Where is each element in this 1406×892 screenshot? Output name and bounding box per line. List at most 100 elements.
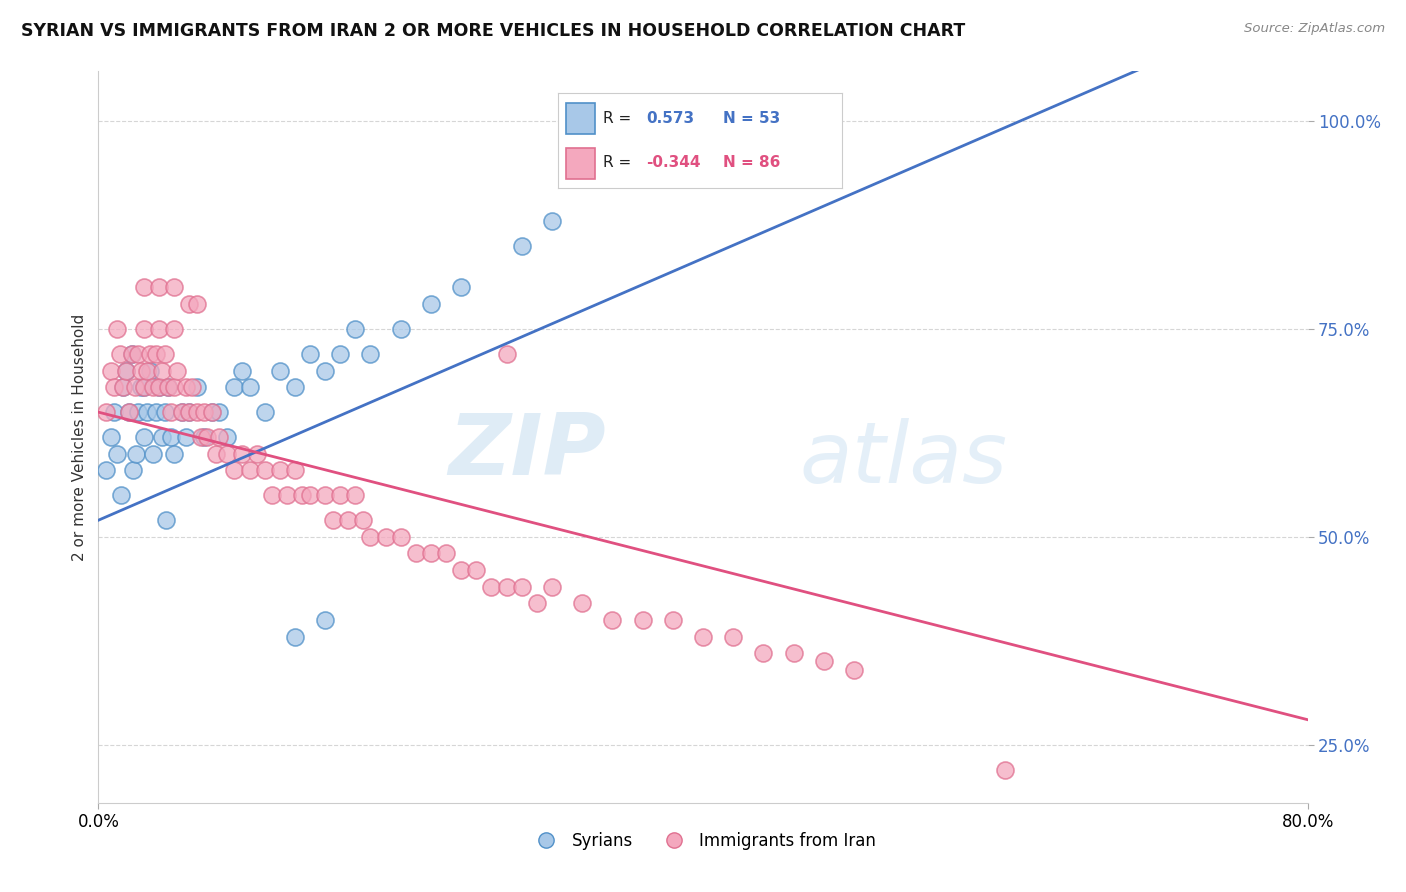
Point [193,430,215,444]
Point [389,530,412,544]
Point [103,405,125,419]
Point [139,363,162,377]
Point [269,363,291,377]
Point [100,363,122,377]
Point [148,280,170,294]
Point [174,430,197,444]
Point [121,347,143,361]
Point [201,405,224,419]
Point [132,380,155,394]
Point [262,488,284,502]
Point [135,363,157,377]
Point [844,663,866,677]
Point [145,347,167,361]
Point [284,463,307,477]
Point [179,405,201,419]
Point [114,363,136,377]
Point [122,463,145,477]
Point [186,380,208,394]
Point [127,405,149,419]
Point [631,613,654,627]
Point [193,405,215,419]
Point [94,405,117,419]
Legend: Syrians, Immigrants from Iran: Syrians, Immigrants from Iran [523,825,883,856]
Point [291,488,314,502]
Point [208,430,231,444]
Point [195,430,218,444]
Point [208,405,231,419]
Point [495,580,517,594]
Point [994,763,1017,777]
Point [174,380,197,394]
Point [344,322,367,336]
Point [540,580,562,594]
Point [205,447,228,461]
Point [139,347,162,361]
Point [314,613,336,627]
Point [661,613,683,627]
Point [148,380,170,394]
Point [360,347,382,361]
Point [132,322,155,336]
Point [253,405,276,419]
Point [118,405,141,419]
Point [329,347,352,361]
Point [186,405,208,419]
Point [752,646,775,660]
Point [231,363,253,377]
Point [389,322,412,336]
Point [314,363,336,377]
Point [284,630,307,644]
Point [239,463,262,477]
Point [269,463,291,477]
Point [239,380,262,394]
Point [314,488,336,502]
Point [170,405,193,419]
Point [813,655,835,669]
Point [156,380,179,394]
Point [114,363,136,377]
Text: ZIP: ZIP [449,410,606,493]
Point [181,380,204,394]
Point [179,297,201,311]
Point [153,405,176,419]
Point [111,380,134,394]
Point [231,447,253,461]
Point [142,380,165,394]
Point [150,363,173,377]
Point [692,630,714,644]
Point [723,630,745,644]
Point [111,380,134,394]
Point [105,447,128,461]
Point [465,563,488,577]
Point [118,405,141,419]
Point [160,430,183,444]
Point [132,280,155,294]
Point [166,363,188,377]
Point [571,596,593,610]
Point [186,297,208,311]
Point [299,347,322,361]
Point [148,380,170,394]
Point [510,580,533,594]
Point [125,447,148,461]
Point [156,380,179,394]
Text: SYRIAN VS IMMIGRANTS FROM IRAN 2 OR MORE VEHICLES IN HOUSEHOLD CORRELATION CHART: SYRIAN VS IMMIGRANTS FROM IRAN 2 OR MORE… [21,22,966,40]
Point [450,280,472,294]
Point [661,114,683,128]
Y-axis label: 2 or more Vehicles in Household: 2 or more Vehicles in Household [72,313,87,561]
Point [540,214,562,228]
Point [142,447,165,461]
Point [121,347,143,361]
Point [163,447,186,461]
Point [224,463,246,477]
Point [299,488,322,502]
Point [105,322,128,336]
Point [179,405,201,419]
Point [155,513,177,527]
Point [201,405,224,419]
Point [129,380,152,394]
Point [526,596,548,610]
Point [94,463,117,477]
Point [374,530,396,544]
